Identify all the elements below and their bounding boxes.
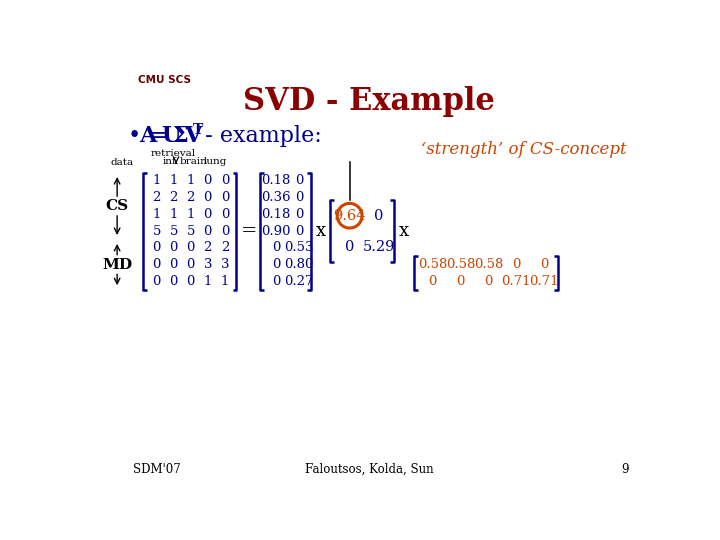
Text: 1: 1 bbox=[153, 208, 161, 221]
Text: 1: 1 bbox=[186, 174, 195, 187]
Text: 9.64: 9.64 bbox=[333, 209, 366, 222]
Text: 5.29: 5.29 bbox=[363, 240, 395, 253]
Text: 0: 0 bbox=[220, 225, 229, 238]
Text: ‘strength’ of CS-concept: ‘strength’ of CS-concept bbox=[421, 141, 627, 158]
Text: 0.90: 0.90 bbox=[261, 225, 291, 238]
Text: 0: 0 bbox=[220, 174, 229, 187]
Text: 0.58: 0.58 bbox=[446, 258, 475, 271]
Text: 0.71: 0.71 bbox=[529, 275, 559, 288]
Text: 0.80: 0.80 bbox=[284, 258, 314, 271]
Text: 2: 2 bbox=[204, 241, 212, 254]
Text: 0.18: 0.18 bbox=[261, 174, 291, 187]
Text: brain: brain bbox=[180, 157, 208, 166]
Text: data: data bbox=[110, 158, 133, 167]
Text: 0: 0 bbox=[295, 191, 303, 204]
Text: 0: 0 bbox=[169, 258, 178, 271]
Text: U: U bbox=[161, 125, 181, 147]
Text: 3: 3 bbox=[204, 258, 212, 271]
Text: 0: 0 bbox=[295, 225, 303, 238]
Text: 0: 0 bbox=[295, 208, 303, 221]
Text: Σ: Σ bbox=[172, 125, 188, 147]
Text: 1: 1 bbox=[169, 208, 178, 221]
Text: 9: 9 bbox=[621, 463, 629, 476]
Text: 0: 0 bbox=[220, 191, 229, 204]
Text: 0: 0 bbox=[204, 225, 212, 238]
Text: =: = bbox=[240, 222, 257, 240]
Text: 5: 5 bbox=[153, 225, 161, 238]
Text: T: T bbox=[193, 123, 203, 137]
Text: 0: 0 bbox=[204, 208, 212, 221]
Text: 1: 1 bbox=[153, 174, 161, 187]
Text: 0: 0 bbox=[186, 275, 195, 288]
Text: 3: 3 bbox=[220, 258, 229, 271]
Text: 0: 0 bbox=[220, 208, 229, 221]
Text: 0.58: 0.58 bbox=[474, 258, 503, 271]
Text: Faloutsos, Kolda, Sun: Faloutsos, Kolda, Sun bbox=[305, 463, 433, 476]
Text: 0: 0 bbox=[272, 258, 280, 271]
Text: 0.36: 0.36 bbox=[261, 191, 291, 204]
Text: 0: 0 bbox=[345, 240, 354, 253]
Text: 0.27: 0.27 bbox=[284, 275, 314, 288]
Text: 0: 0 bbox=[428, 275, 437, 288]
Text: 0: 0 bbox=[374, 209, 384, 222]
Text: 0: 0 bbox=[272, 241, 280, 254]
Text: 0.53: 0.53 bbox=[284, 241, 314, 254]
Text: 1: 1 bbox=[169, 174, 178, 187]
Text: 0.58: 0.58 bbox=[418, 258, 447, 271]
Text: 0: 0 bbox=[153, 241, 161, 254]
Text: lung: lung bbox=[204, 157, 228, 166]
Text: 0: 0 bbox=[153, 258, 161, 271]
Text: - example:: - example: bbox=[198, 125, 321, 147]
Text: 0: 0 bbox=[484, 275, 492, 288]
Text: CS: CS bbox=[106, 199, 129, 213]
Text: 5: 5 bbox=[186, 225, 195, 238]
Text: =: = bbox=[149, 125, 168, 147]
Text: SVD - Example: SVD - Example bbox=[243, 86, 495, 117]
Text: 0.18: 0.18 bbox=[261, 208, 291, 221]
Text: 0: 0 bbox=[169, 275, 178, 288]
Text: MD: MD bbox=[102, 258, 132, 272]
Text: 0: 0 bbox=[204, 174, 212, 187]
Text: 2: 2 bbox=[220, 241, 229, 254]
Text: 0: 0 bbox=[295, 174, 303, 187]
Text: 0: 0 bbox=[186, 258, 195, 271]
Text: 1: 1 bbox=[204, 275, 212, 288]
Text: 0: 0 bbox=[186, 241, 195, 254]
Text: •: • bbox=[127, 125, 140, 147]
Text: 2: 2 bbox=[186, 191, 195, 204]
Text: 0: 0 bbox=[540, 258, 549, 271]
Text: 0: 0 bbox=[456, 275, 464, 288]
Text: 1: 1 bbox=[186, 208, 195, 221]
Text: 5: 5 bbox=[169, 225, 178, 238]
Text: CMU SCS: CMU SCS bbox=[138, 75, 191, 85]
Text: 0: 0 bbox=[272, 275, 280, 288]
Text: 0.71: 0.71 bbox=[502, 275, 531, 288]
Text: SDM'07: SDM'07 bbox=[132, 463, 181, 476]
Text: 0: 0 bbox=[512, 258, 521, 271]
Text: inf.: inf. bbox=[162, 157, 179, 166]
Text: V: V bbox=[184, 125, 201, 147]
Text: 2: 2 bbox=[169, 191, 178, 204]
Text: x: x bbox=[316, 222, 326, 240]
Text: 0: 0 bbox=[169, 241, 178, 254]
Text: 0: 0 bbox=[204, 191, 212, 204]
Text: A: A bbox=[140, 125, 157, 147]
Text: 2: 2 bbox=[153, 191, 161, 204]
Text: 0: 0 bbox=[153, 275, 161, 288]
Text: retrieval: retrieval bbox=[151, 149, 197, 158]
Text: 1: 1 bbox=[220, 275, 229, 288]
Text: x: x bbox=[399, 222, 409, 240]
